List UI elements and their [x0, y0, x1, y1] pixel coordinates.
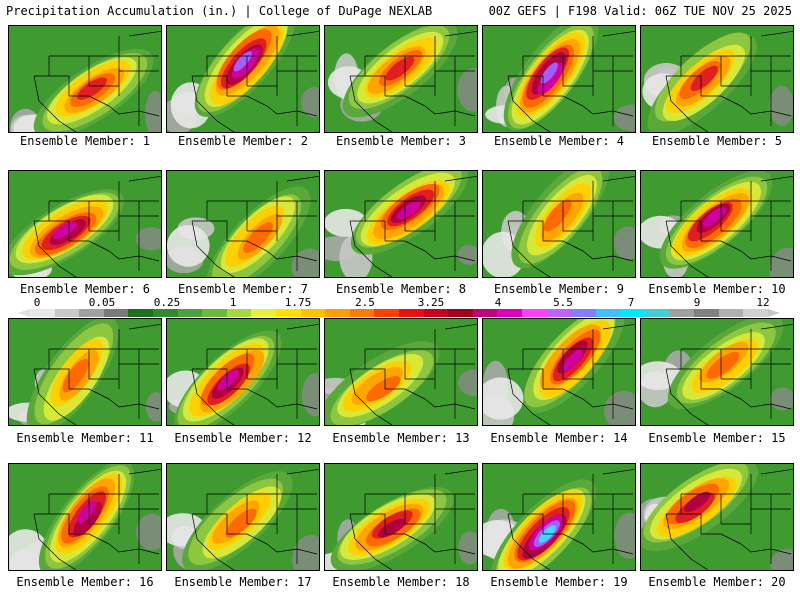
- ensemble-member-map: [640, 170, 794, 278]
- ensemble-member-map: [324, 463, 478, 571]
- colorbar-tick-label: 1: [229, 296, 237, 309]
- colorbar-segment: [694, 309, 720, 317]
- ensemble-member-map: [166, 463, 320, 571]
- ensemble-member-label: Ensemble Member: 6: [19, 282, 151, 296]
- colorbar-segment: [620, 309, 646, 317]
- ensemble-member-label: Ensemble Member: 9: [493, 282, 625, 296]
- colorbar-segment: [300, 309, 326, 317]
- colorbar-tick-label: 0.05: [88, 296, 116, 309]
- ensemble-member-label: Ensemble Member: 15: [648, 431, 786, 445]
- ensemble-member-label: Ensemble Member: 5: [651, 134, 783, 148]
- ensemble-member-label: Ensemble Member: 11: [16, 431, 154, 445]
- colorbar-tick-label: 5.5: [553, 296, 573, 309]
- ensemble-member-map: [324, 318, 478, 426]
- colorbar-segment: [153, 309, 178, 317]
- colorbar-tick-label: 3.25: [417, 296, 445, 309]
- ensemble-member-label: Ensemble Member: 12: [174, 431, 312, 445]
- colorbar-segment: [645, 309, 670, 317]
- colorbar-segment: [226, 309, 252, 317]
- colorbar-segment: [349, 309, 375, 317]
- colorbar-segment: [128, 309, 154, 317]
- colorbar-segment: [276, 309, 301, 317]
- ensemble-member-label: Ensemble Member: 3: [335, 134, 467, 148]
- colorbar-segment: [571, 309, 597, 317]
- ensemble-member-label: Ensemble Member: 16: [16, 575, 154, 589]
- ensemble-member-map: [324, 170, 478, 278]
- colorbar-tick-label: 0.25: [153, 296, 181, 309]
- ensemble-member-label: Ensemble Member: 7: [177, 282, 309, 296]
- colorbar-segment: [472, 309, 498, 317]
- colorbar-tick-label: 0: [33, 296, 41, 309]
- ensemble-member-label: Ensemble Member: 17: [174, 575, 312, 589]
- colorbar: [30, 309, 769, 317]
- ensemble-member-map: [8, 170, 162, 278]
- title-left: Precipitation Accumulation (in.) | Colle…: [6, 4, 433, 18]
- ensemble-member-map: [640, 25, 794, 133]
- colorbar-tick-label: 4: [494, 296, 502, 309]
- title-right: 00Z GEFS | F198 Valid: 06Z TUE NOV 25 20…: [488, 4, 792, 18]
- colorbar-segment: [79, 309, 105, 317]
- colorbar-tick-label: 1.75: [284, 296, 312, 309]
- ensemble-member-label: Ensemble Member: 8: [335, 282, 467, 296]
- colorbar-segment: [497, 309, 523, 317]
- colorbar-segment: [325, 309, 351, 317]
- ensemble-member-map: [8, 463, 162, 571]
- colorbar-segment: [374, 309, 400, 317]
- colorbar-tick-label: 12: [756, 296, 770, 309]
- colorbar-segment: [448, 309, 474, 317]
- ensemble-member-map: [482, 318, 636, 426]
- ensemble-member-label: Ensemble Member: 10: [648, 282, 786, 296]
- colorbar-segment: [743, 309, 769, 317]
- ensemble-member-map: [8, 25, 162, 133]
- ensemble-member-label: Ensemble Member: 1: [19, 134, 151, 148]
- ensemble-member-map: [8, 318, 162, 426]
- colorbar-segment: [103, 309, 129, 317]
- colorbar-segment: [423, 309, 449, 317]
- colorbar-segment: [54, 309, 80, 317]
- colorbar-tick-label: 2.5: [355, 296, 375, 309]
- ensemble-member-label: Ensemble Member: 18: [332, 575, 470, 589]
- colorbar-segment: [595, 309, 621, 317]
- ensemble-member-label: Ensemble Member: 20: [648, 575, 786, 589]
- colorbar-left-arrow: [18, 309, 30, 317]
- colorbar-segment: [522, 309, 547, 317]
- ensemble-member-label: Ensemble Member: 19: [490, 575, 628, 589]
- ensemble-member-map: [324, 25, 478, 133]
- colorbar-segment: [399, 309, 424, 317]
- colorbar-segment: [669, 309, 695, 317]
- ensemble-member-label: Ensemble Member: 2: [177, 134, 309, 148]
- colorbar-segment: [202, 309, 228, 317]
- colorbar-segment: [251, 309, 277, 317]
- ensemble-member-label: Ensemble Member: 14: [490, 431, 628, 445]
- ensemble-member-map: [166, 170, 320, 278]
- colorbar-tick-label: 7: [627, 296, 635, 309]
- colorbar-tick-label: 9: [693, 296, 701, 309]
- ensemble-member-map: [482, 463, 636, 571]
- colorbar-segment: [30, 309, 55, 317]
- ensemble-member-map: [166, 318, 320, 426]
- colorbar-segment: [177, 309, 203, 317]
- ensemble-member-label: Ensemble Member: 4: [493, 134, 625, 148]
- ensemble-member-map: [640, 463, 794, 571]
- colorbar-segment: [546, 309, 572, 317]
- ensemble-member-map: [640, 318, 794, 426]
- ensemble-member-map: [482, 170, 636, 278]
- ensemble-member-label: Ensemble Member: 13: [332, 431, 470, 445]
- colorbar-segment: [718, 309, 744, 317]
- ensemble-member-map: [482, 25, 636, 133]
- ensemble-member-map: [166, 25, 320, 133]
- colorbar-right-arrow: [768, 309, 780, 317]
